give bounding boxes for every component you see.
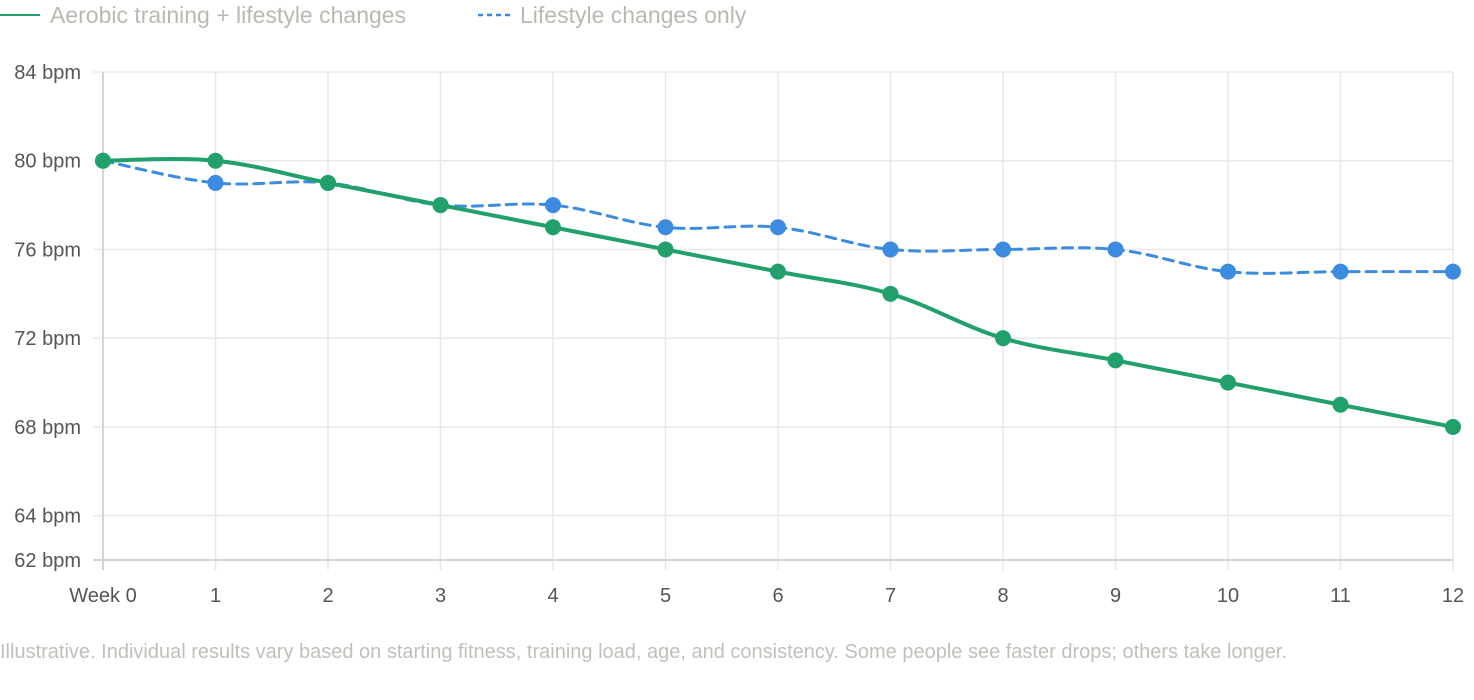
data-point [882, 241, 899, 258]
legend-item: Lifestyle changes only [478, 2, 747, 28]
legend-label: Lifestyle changes only [520, 2, 747, 28]
x-tick-label: 10 [1217, 585, 1239, 607]
data-point [1107, 241, 1124, 258]
x-tick-label: 12 [1442, 585, 1464, 607]
data-point [882, 285, 899, 302]
y-tick-label: 80 bpm [14, 151, 81, 173]
series-0 [95, 152, 1461, 435]
y-tick-label: 84 bpm [14, 62, 81, 84]
y-tick-label: 62 bpm [14, 550, 81, 572]
data-point [657, 241, 674, 258]
data-point [995, 241, 1011, 258]
data-point [995, 330, 1011, 347]
data-point [1107, 352, 1124, 369]
y-tick-label: 72 bpm [14, 328, 81, 350]
legend-item: Aerobic training + lifestyle changes [0, 2, 406, 28]
chart-series [95, 152, 1461, 435]
chart-legend: Aerobic training + lifestyle changes Life… [0, 2, 747, 28]
data-point [545, 219, 561, 236]
x-tick-label: 8 [997, 585, 1008, 607]
x-tick-label: Week 0 [69, 585, 136, 607]
data-point [1445, 418, 1461, 435]
x-tick-label: 3 [435, 585, 446, 607]
data-point [1332, 396, 1349, 413]
x-tick-label: 6 [772, 585, 783, 607]
data-point [770, 219, 786, 236]
x-tick-label: 9 [1110, 585, 1121, 607]
chart-caption: Illustrative. Individual results vary ba… [0, 641, 1288, 663]
data-point [657, 219, 674, 236]
y-tick-label: 64 bpm [14, 506, 81, 528]
data-point [207, 152, 224, 169]
y-tick-label: 76 bpm [14, 239, 81, 261]
data-point [1220, 263, 1236, 280]
chart-grid [93, 71, 1454, 570]
data-point [770, 263, 786, 280]
data-point [545, 197, 561, 214]
y-tick-label: 68 bpm [14, 417, 81, 439]
x-tick-label: 7 [885, 585, 896, 607]
data-point [432, 197, 449, 214]
data-point [1220, 374, 1236, 391]
chart-axes: 84 bpm 80 bpm 76 bpm 72 bpm 68 bpm 64 bpm 62 b… [14, 62, 1464, 607]
data-point [320, 174, 336, 191]
x-tick-label: 1 [210, 585, 221, 607]
legend-label: Aerobic training + lifestyle changes [50, 2, 406, 28]
data-point [207, 174, 224, 191]
x-tick-label: 4 [547, 585, 558, 607]
data-point [1332, 263, 1349, 280]
data-point [95, 152, 111, 169]
data-point [1445, 263, 1461, 280]
x-tick-label: 11 [1330, 585, 1351, 607]
x-tick-label: 2 [322, 585, 333, 607]
x-tick-label: 5 [660, 585, 671, 607]
